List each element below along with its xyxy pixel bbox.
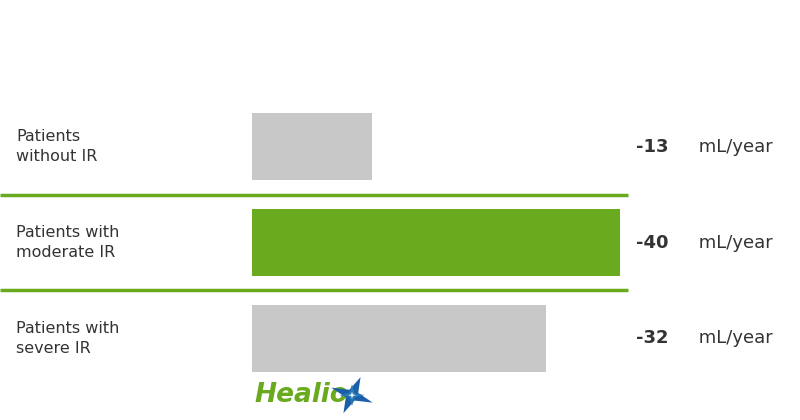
Polygon shape — [348, 391, 356, 399]
Text: Patients with
moderate IR: Patients with moderate IR — [16, 225, 119, 260]
Bar — [252, 113, 371, 181]
Text: Annual FEV₁ declines among patients with asthma:: Annual FEV₁ declines among patients with… — [79, 24, 721, 44]
Text: mL/year: mL/year — [693, 234, 773, 252]
Text: -32: -32 — [636, 329, 669, 347]
Polygon shape — [331, 377, 373, 413]
Text: -13: -13 — [636, 138, 669, 156]
Text: Patients
without IR: Patients without IR — [16, 129, 98, 164]
Text: mL/year: mL/year — [693, 138, 773, 156]
Bar — [252, 209, 620, 276]
Text: Patients with
severe IR: Patients with severe IR — [16, 321, 119, 356]
Text: mL/year: mL/year — [693, 329, 773, 347]
Polygon shape — [340, 384, 364, 406]
Text: Healio: Healio — [254, 382, 348, 408]
Bar — [252, 304, 546, 372]
Text: -40: -40 — [636, 234, 669, 252]
